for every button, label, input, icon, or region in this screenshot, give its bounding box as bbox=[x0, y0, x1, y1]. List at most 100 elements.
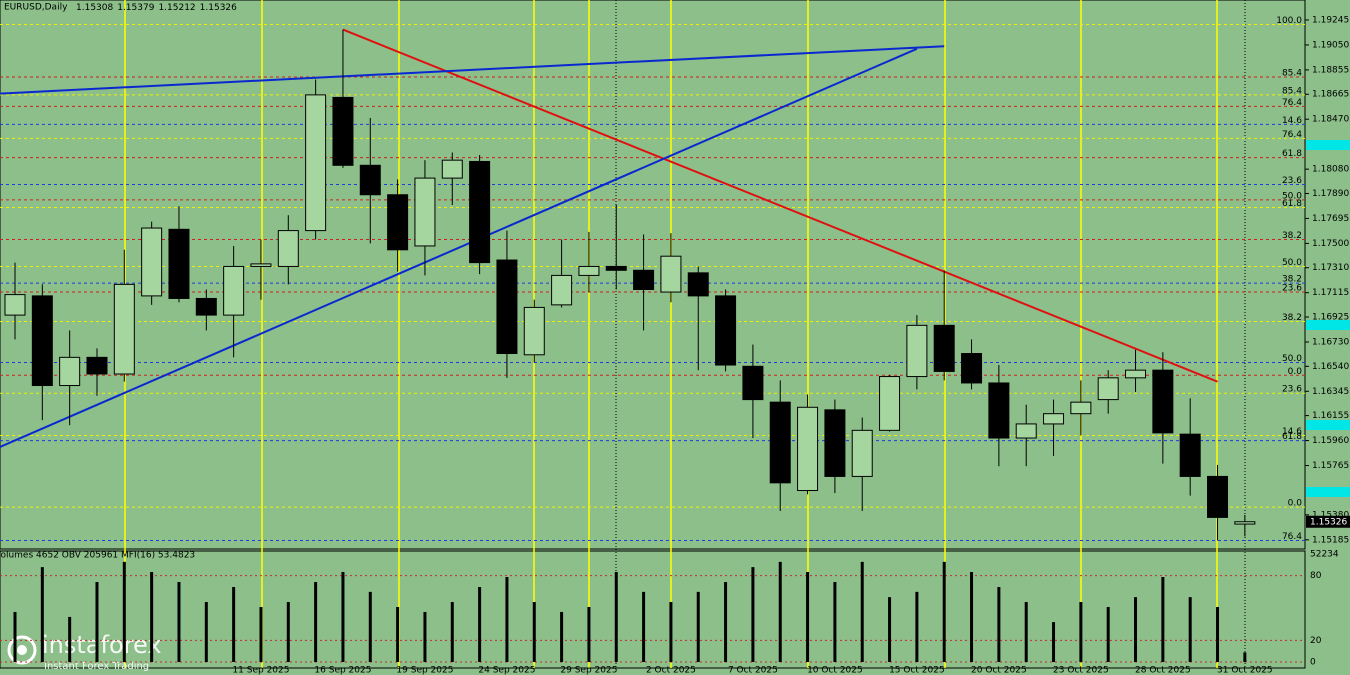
x-tick-label: 7 Oct 2025 bbox=[728, 666, 778, 675]
volume-scale-label: 52234 bbox=[1310, 550, 1339, 560]
y-tick-label: 1.15185 bbox=[1312, 535, 1349, 545]
y-tick-label: 1.19050 bbox=[1312, 40, 1349, 50]
x-tick-label: 15 Oct 2025 bbox=[889, 666, 945, 675]
x-tick-label: 20 Oct 2025 bbox=[971, 666, 1027, 675]
fib-label: 23.6 bbox=[1282, 284, 1302, 294]
trendline bbox=[0, 47, 918, 448]
candle-body bbox=[1207, 475, 1229, 518]
watermark-subtitle: Instant Forex Trading bbox=[44, 661, 149, 672]
x-tick-label: 23 Oct 2025 bbox=[1053, 666, 1109, 675]
candle-body bbox=[195, 297, 217, 316]
candle-body bbox=[742, 365, 764, 401]
candle-body bbox=[332, 96, 354, 166]
candle-body bbox=[4, 294, 26, 316]
fib-label: 50.0 bbox=[1282, 354, 1302, 364]
candle-body bbox=[605, 265, 627, 271]
y-tick-label: 1.18855 bbox=[1312, 65, 1349, 75]
y-tick-label: 1.16155 bbox=[1312, 411, 1349, 421]
candle-body bbox=[797, 406, 819, 492]
candle-body bbox=[687, 272, 709, 297]
dotted-lines bbox=[615, 0, 1246, 668]
y-tick-label: 1.16925 bbox=[1312, 313, 1349, 323]
fib-label: 50.0 bbox=[1282, 191, 1302, 201]
candle-body bbox=[414, 177, 436, 247]
candle-body bbox=[387, 194, 409, 251]
price-axis-markers bbox=[1306, 140, 1350, 497]
candle-body bbox=[824, 409, 846, 477]
indicator-header: Volumes 4652 OBV 205961 MFI(16) 53.4823 bbox=[0, 551, 195, 561]
ohlc-value: 1.15308 bbox=[76, 3, 113, 13]
candle-body bbox=[523, 306, 545, 356]
candle-body bbox=[441, 159, 463, 179]
candle-body bbox=[769, 401, 791, 484]
fib-label: 0.0 bbox=[1288, 499, 1303, 509]
candle-body bbox=[961, 353, 983, 384]
y-tick-label: 1.15765 bbox=[1312, 461, 1349, 471]
x-tick-label: 29 Sep 2025 bbox=[560, 666, 617, 675]
watermark-title: instaforex bbox=[42, 631, 162, 659]
candle-body bbox=[633, 269, 655, 290]
fib-label: 85.4 bbox=[1282, 86, 1302, 96]
candle-body bbox=[250, 263, 272, 267]
fib-label: 38.2 bbox=[1282, 275, 1302, 285]
fib-label: 76.4 bbox=[1282, 532, 1302, 542]
fib-label: 38.2 bbox=[1282, 231, 1302, 241]
fib-label: 14.6 bbox=[1282, 116, 1302, 126]
y-tick-label: 1.17115 bbox=[1312, 288, 1349, 298]
fib-label: 100.0 bbox=[1276, 16, 1302, 26]
candle-body bbox=[578, 265, 600, 276]
candle-body bbox=[168, 228, 190, 299]
candle-body bbox=[141, 227, 163, 297]
candle-body bbox=[1070, 401, 1092, 415]
fib-label: 61.8 bbox=[1282, 199, 1302, 209]
candle-body bbox=[879, 376, 901, 431]
watermark: instaforex Instant Forex Trading bbox=[7, 631, 162, 672]
y-tick-label: 1.19245 bbox=[1312, 15, 1349, 25]
y-tick-label: 1.15960 bbox=[1312, 436, 1349, 446]
y-tick-label: 1.17310 bbox=[1312, 263, 1349, 273]
candle-body bbox=[59, 356, 81, 387]
indicator-panel bbox=[0, 550, 1306, 669]
y-tick-label: 1.16540 bbox=[1312, 362, 1349, 372]
ohlc-value: 1.15379 bbox=[117, 3, 154, 13]
candle-body bbox=[305, 94, 327, 232]
x-tick-label: 10 Oct 2025 bbox=[807, 666, 863, 675]
fib-label: 0.0 bbox=[1288, 367, 1303, 377]
fib-label: 14.6 bbox=[1282, 427, 1302, 437]
candle-body bbox=[223, 265, 245, 316]
current-price-box bbox=[1306, 515, 1350, 528]
y-tick-label: 1.17890 bbox=[1312, 189, 1349, 199]
fib-label: 23.6 bbox=[1282, 176, 1302, 186]
candle-body bbox=[551, 274, 573, 306]
current-price: 1.15326 bbox=[1310, 517, 1347, 527]
y-tick-label: 1.16345 bbox=[1312, 387, 1349, 397]
candle-body bbox=[359, 164, 381, 196]
candle-body bbox=[31, 295, 53, 387]
candle-body bbox=[1043, 413, 1065, 425]
candle-body bbox=[1179, 433, 1201, 477]
candle-body bbox=[988, 382, 1010, 439]
candle-body bbox=[469, 160, 491, 264]
ohlc-value: 1.15212 bbox=[158, 3, 195, 13]
fib-label: 23.6 bbox=[1282, 385, 1302, 395]
mfi-tick-label: 0 bbox=[1310, 658, 1316, 668]
symbol: EURUSD,Daily bbox=[4, 3, 68, 13]
candle-body bbox=[1152, 369, 1174, 434]
candle-body bbox=[1125, 369, 1147, 379]
trendline bbox=[342, 28, 1218, 383]
fib-label: 61.8 bbox=[1282, 149, 1302, 159]
y-tick-label: 1.17500 bbox=[1312, 239, 1349, 249]
candle-body bbox=[1234, 521, 1256, 525]
x-tick-label: 19 Sep 2025 bbox=[396, 666, 453, 675]
x-tick-label: 31 Oct 2025 bbox=[1217, 666, 1273, 675]
y-tick-label: 1.15380 bbox=[1312, 510, 1349, 520]
ohlc-value: 1.15326 bbox=[200, 3, 237, 13]
x-tick-label: 11 Sep 2025 bbox=[232, 666, 289, 675]
trendline bbox=[0, 45, 945, 95]
candle-body bbox=[113, 283, 135, 375]
y-tick-label: 1.18470 bbox=[1312, 115, 1349, 125]
fib-label: 50.0 bbox=[1282, 258, 1302, 268]
candle-body bbox=[1097, 377, 1119, 401]
y-tick-label: 1.18665 bbox=[1312, 90, 1349, 100]
